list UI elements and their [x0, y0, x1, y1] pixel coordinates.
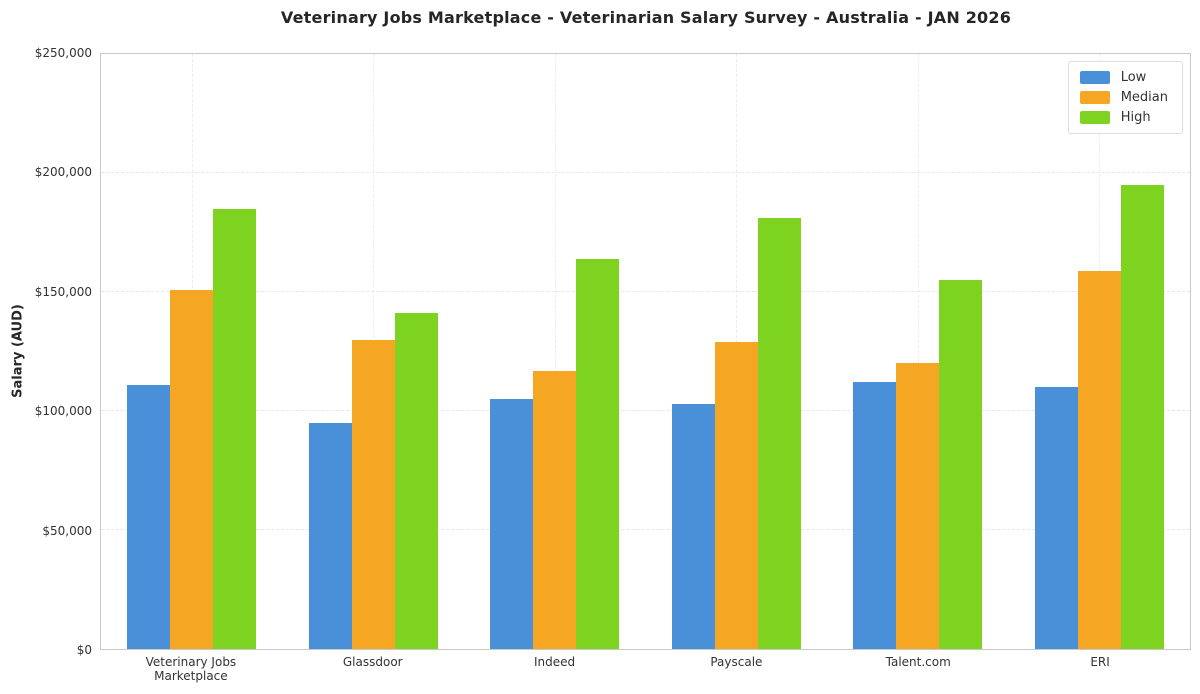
y-tick-label: $0	[76, 643, 92, 657]
x-axis-tick-labels: Veterinary Jobs Marketplace Glassdoor Inde…	[100, 655, 1191, 684]
bar-median	[533, 370, 577, 649]
bar-median	[170, 289, 214, 649]
x-tick-text: Indeed	[533, 655, 576, 669]
bar-low	[490, 399, 534, 649]
legend-label: Median	[1120, 90, 1168, 105]
bar-median	[351, 339, 395, 649]
y-tick-label: $150,000	[34, 284, 92, 299]
y-tick-label: $100,000	[34, 404, 92, 419]
x-tick-label: Veterinary Jobs Marketplace	[100, 655, 282, 684]
legend-swatch-median	[1079, 91, 1110, 104]
y-gridline	[101, 410, 1190, 411]
y-axis-tick-labels: $0 $50,000 $100,000 $150,000 $200,000 $250,00…	[0, 47, 92, 656]
bar-high	[394, 313, 438, 649]
category-column	[101, 54, 283, 649]
bar-low	[853, 382, 897, 649]
x-tick-text: Payscale	[710, 655, 763, 669]
legend-label: High	[1120, 110, 1151, 125]
y-tick-label: $200,000	[34, 165, 92, 180]
y-gridline	[101, 529, 1190, 530]
y-gridline	[101, 172, 1190, 173]
y-tick-label: $250,000	[34, 46, 92, 60]
x-tick-text: Glassdoor	[342, 655, 403, 669]
legend-swatch-low	[1079, 71, 1110, 84]
bar-low	[671, 403, 715, 649]
legend-entry: Median	[1079, 90, 1168, 105]
category-column	[1009, 54, 1191, 649]
x-tick-label: Payscale	[645, 655, 827, 684]
x-gridline	[554, 54, 556, 649]
bar-high	[939, 280, 983, 649]
y-tick-label: $50,000	[42, 523, 92, 538]
x-tick-label: ERI	[1009, 655, 1191, 684]
x-tick-label: Indeed	[464, 655, 646, 684]
plot-area: Low Median High	[100, 53, 1191, 650]
legend: Low Median High	[1067, 61, 1183, 134]
bar-low	[308, 422, 352, 649]
x-tick-text: Talent.com	[885, 655, 951, 669]
legend-label: Low	[1120, 70, 1147, 85]
bar-high	[213, 208, 257, 649]
category-column	[283, 54, 465, 649]
category-column	[646, 54, 828, 649]
bar-groups-container	[101, 54, 1190, 649]
bar-group	[1034, 54, 1164, 649]
bar-group	[853, 54, 983, 649]
chart-title: Veterinary Jobs Marketplace - Veterinari…	[280, 8, 1012, 27]
y-gridline	[101, 291, 1190, 292]
x-tick-label: Glassdoor	[282, 655, 464, 684]
legend-entry: High	[1079, 110, 1168, 125]
bar-median	[896, 363, 940, 649]
bar-group	[308, 54, 438, 649]
x-tick-label: Talent.com	[827, 655, 1009, 684]
bar-high	[757, 218, 801, 649]
bar-group	[490, 54, 620, 649]
legend-entry: Low	[1079, 70, 1168, 85]
bar-high	[576, 258, 620, 649]
bar-median	[1077, 270, 1121, 649]
bar-group	[671, 54, 801, 649]
bar-low	[127, 384, 171, 649]
category-column	[827, 54, 1009, 649]
bar-high	[1120, 184, 1164, 649]
category-column	[464, 54, 646, 649]
legend-swatch-high	[1079, 111, 1110, 124]
bar-group	[127, 54, 257, 649]
bar-low	[1034, 387, 1078, 649]
x-tick-text: ERI	[1090, 655, 1110, 669]
bar-median	[714, 341, 758, 649]
x-tick-text: Veterinary Jobs Marketplace	[145, 655, 237, 684]
x-gridline	[917, 54, 919, 649]
